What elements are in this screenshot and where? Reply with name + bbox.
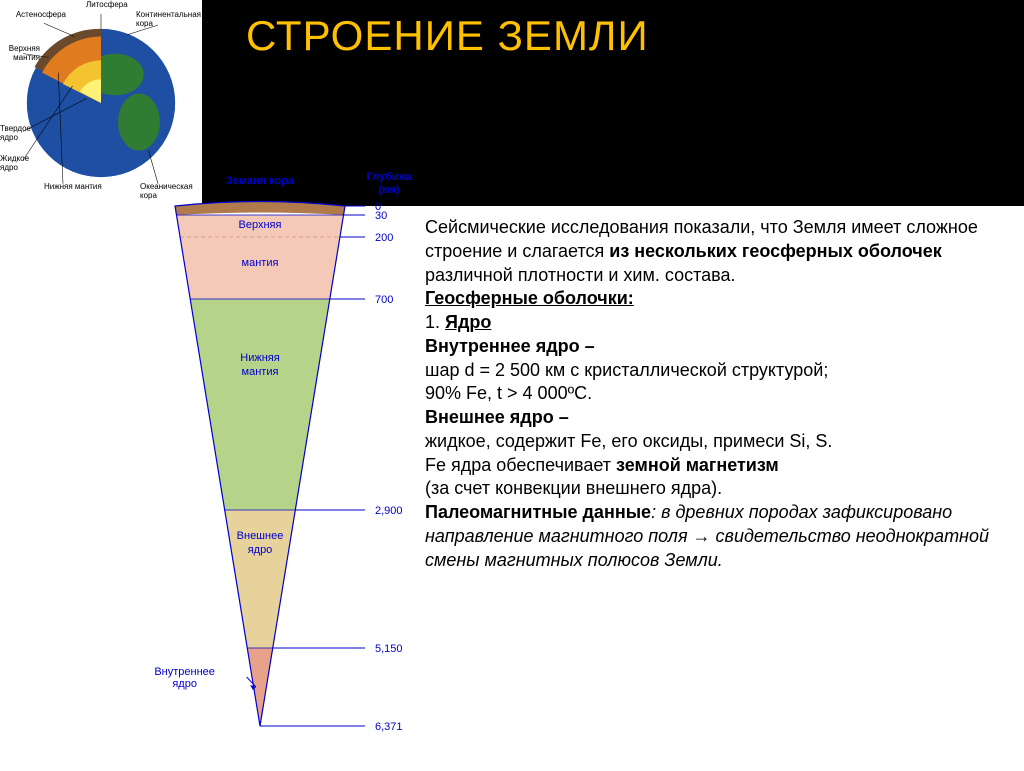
slide-title: СТРОЕНИЕ ЗЕМЛИ bbox=[246, 12, 649, 60]
depth-5,150: 5,150 bbox=[375, 643, 403, 655]
layer-label-upper-mantle: Верхняя bbox=[239, 219, 282, 231]
body-paragraph: Fe ядра обеспечивает земной магнетизм bbox=[425, 454, 1004, 478]
depth-2,900: 2,900 bbox=[375, 505, 403, 517]
depth-6,371: 6,371 bbox=[375, 721, 403, 733]
body-text: Сейсмические исследования показали, что … bbox=[425, 206, 1024, 767]
layer-label-lower-mantle: мантия bbox=[242, 366, 279, 378]
body-paragraph: 90% Fe, t > 4 000ºС. bbox=[425, 382, 1004, 406]
layer-label-outer-core: Внешнее bbox=[237, 530, 284, 542]
body-paragraph: шар d = 2 500 км с кристаллической струк… bbox=[425, 359, 1004, 383]
earth-wedge-diagram: Земаня кораГлубина(км)0302007002,9005,15… bbox=[0, 206, 425, 767]
depth-700: 700 bbox=[375, 294, 393, 306]
layer-lower-mantle bbox=[190, 299, 330, 510]
body-paragraph: (за счет конвекции внешнего ядра). bbox=[425, 477, 1004, 501]
wedge-svg: Земаня кораГлубина(км)0302007002,9005,15… bbox=[0, 161, 425, 771]
body-paragraph: Внутреннее ядро – bbox=[425, 335, 1004, 359]
depth-30: 30 bbox=[375, 210, 387, 222]
body-paragraph: 1. Ядро bbox=[425, 311, 1004, 335]
body-paragraph: жидкое, содержит Fe, его оксиды, примеси… bbox=[425, 430, 1004, 454]
svg-text:Глубина: Глубина bbox=[367, 171, 413, 183]
depth-200: 200 bbox=[375, 232, 393, 244]
thumb-label-asthenosphere: Астеносфера bbox=[6, 10, 66, 19]
thumb-label-upper-mantle: Верхняя мантия bbox=[0, 44, 40, 62]
body-paragraph: Сейсмические исследования показали, что … bbox=[425, 216, 1004, 287]
layer-label-outer-core: ядро bbox=[248, 544, 273, 556]
body-paragraph: Геосферные оболочки: bbox=[425, 287, 1004, 311]
svg-text:ядро: ядро bbox=[172, 678, 197, 690]
svg-text:Земаня кора: Земаня кора bbox=[226, 175, 295, 187]
layer-label-lower-mantle: Нижняя bbox=[240, 352, 279, 364]
thumb-label-lithosphere: Литосфера bbox=[86, 0, 128, 9]
thumb-label-solid-core: Твердое ядро bbox=[0, 124, 40, 142]
body-paragraph: Внешнее ядро – bbox=[425, 406, 1004, 430]
layer-inner-core bbox=[247, 648, 273, 726]
layer-label-mantle-trans: мантия bbox=[242, 257, 279, 269]
svg-text:(км): (км) bbox=[379, 184, 400, 196]
svg-text:Внутреннее: Внутреннее bbox=[154, 666, 215, 678]
thumb-label-continental: Континентальная кора bbox=[136, 10, 202, 28]
body-paragraph: Палеомагнитные данные: в древних породах… bbox=[425, 501, 1004, 572]
slide-body: Земаня кораГлубина(км)0302007002,9005,15… bbox=[0, 206, 1024, 767]
